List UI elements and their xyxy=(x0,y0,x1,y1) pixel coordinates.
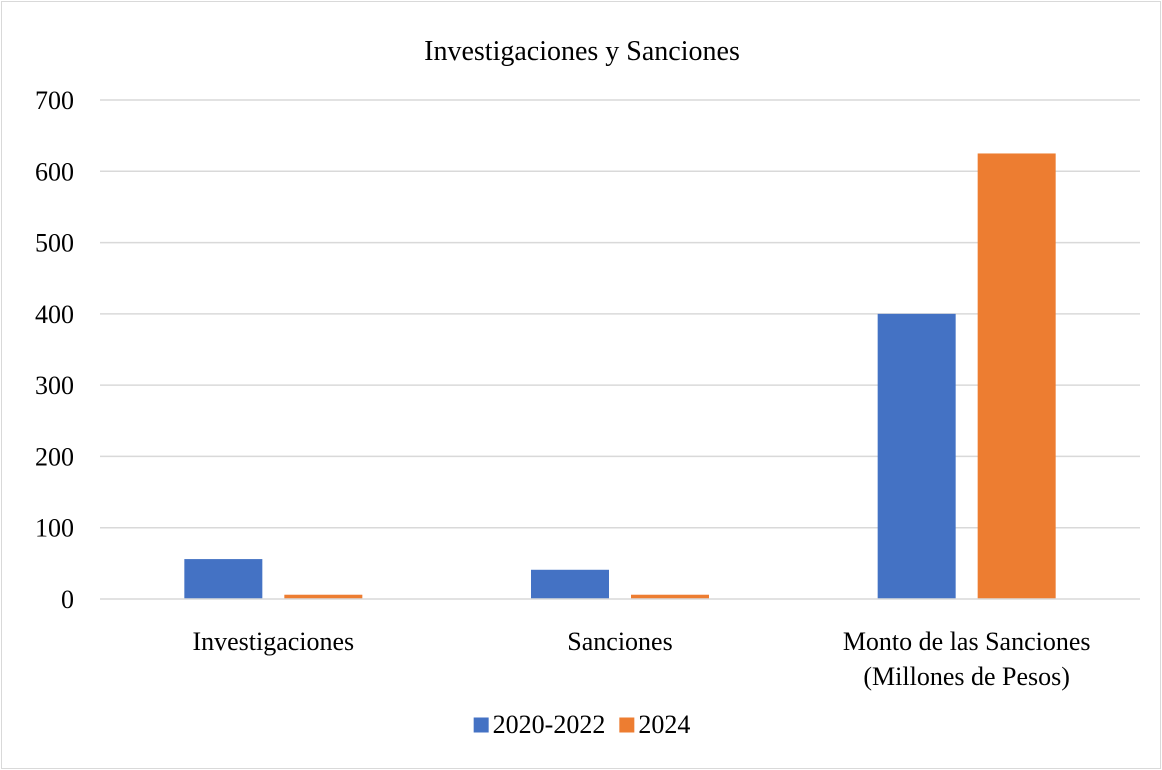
y-tick-label: 500 xyxy=(35,229,74,258)
y-tick-label: 0 xyxy=(61,585,74,614)
bar-2020-2022-1 xyxy=(531,569,609,599)
legend-label: 2024 xyxy=(638,710,690,739)
x-category-label: (Millones de Pesos) xyxy=(863,662,1070,691)
y-tick-label: 300 xyxy=(35,371,74,400)
y-tick-label: 400 xyxy=(35,300,74,329)
legend-label: 2020-2022 xyxy=(493,710,606,739)
bar-2020-2022-0 xyxy=(184,559,263,599)
y-tick-label: 200 xyxy=(35,442,74,471)
y-tick-label: 700 xyxy=(35,86,74,115)
y-tick-label: 600 xyxy=(35,157,74,186)
bar-2024-2 xyxy=(977,153,1056,599)
chart-title: Investigaciones y Sanciones xyxy=(424,36,740,67)
bars xyxy=(184,153,1056,599)
gridlines xyxy=(100,99,1140,529)
bar-2024-0 xyxy=(284,594,363,599)
axis-labels: 0 100 200 300 400 500 600 700 Investigaciones San… xyxy=(35,86,1091,691)
x-category-label: Investigaciones xyxy=(192,627,354,656)
x-category-label: Sanciones xyxy=(567,627,672,656)
x-category-label: Monto de las Sanciones xyxy=(843,627,1091,656)
bar-2020-2022-2 xyxy=(877,313,956,599)
legend-swatch xyxy=(619,717,635,733)
y-tick-label: 100 xyxy=(35,514,74,543)
bar-2024-1 xyxy=(631,594,709,599)
legend: 2020-2022 2024 xyxy=(473,710,690,739)
legend-swatch xyxy=(473,717,489,733)
